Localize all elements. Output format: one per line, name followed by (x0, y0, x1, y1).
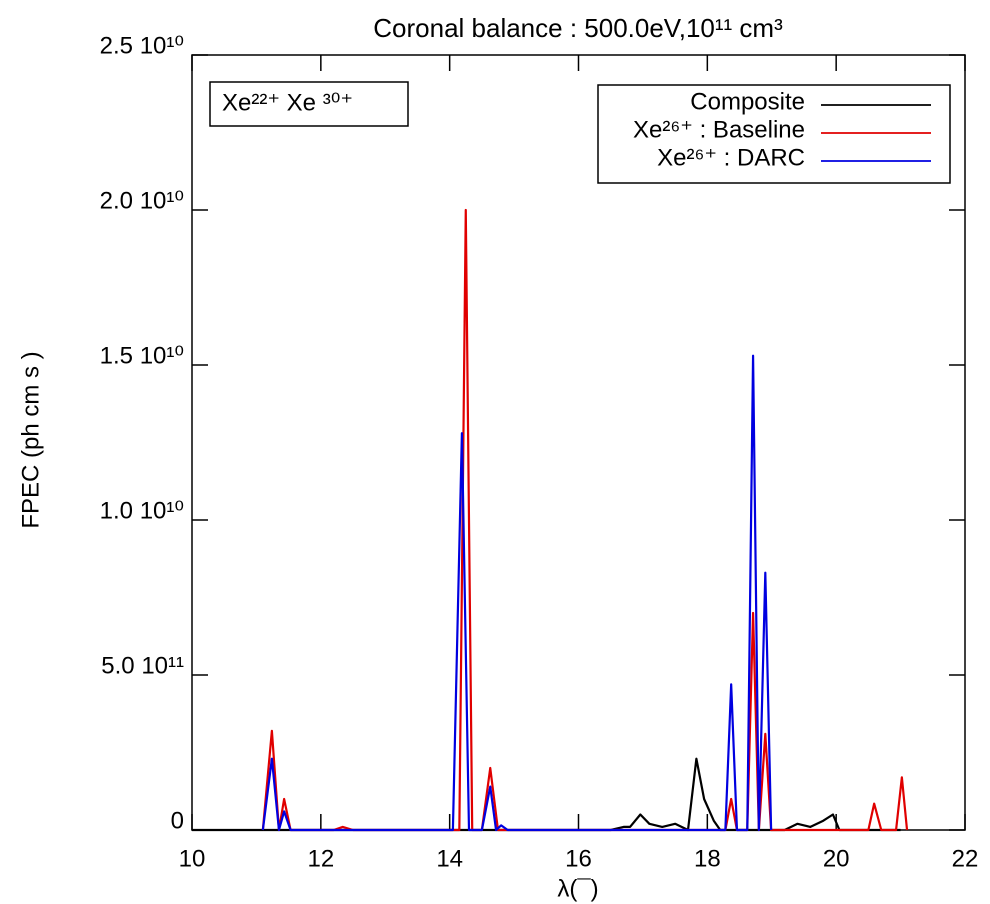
y-axis-label: FPEC (ph cm s ) (17, 351, 44, 528)
x-axis-label: λ(¯) (557, 875, 598, 902)
series-line (261, 354, 773, 832)
series-line (192, 757, 901, 832)
x-tick-label: 20 (823, 845, 850, 872)
legend-label: Xe²⁶⁺ : DARC (657, 144, 805, 171)
y-tick-label: 2.5 10¹⁰ (100, 32, 184, 59)
x-tick-label: 16 (565, 845, 592, 872)
legend-label: Xe²⁶⁺ : Baseline (633, 116, 805, 143)
legend-label: Composite (690, 88, 805, 115)
x-tick-label: 18 (694, 845, 721, 872)
x-tick-label: 14 (436, 845, 463, 872)
x-tick-label: 10 (179, 845, 206, 872)
annotation-box (209, 81, 409, 127)
x-tick-label: 12 (307, 845, 334, 872)
legend-box (597, 84, 951, 184)
y-tick-label: 5.0 10¹¹ (101, 652, 184, 679)
y-tick-label: 1.0 10¹⁰ (100, 497, 184, 524)
x-tick-label: 22 (952, 845, 979, 872)
chart-title: Coronal balance : 500.0eV,10¹¹ cm³ (373, 13, 783, 43)
y-tick-label: 0 (171, 807, 184, 834)
y-tick-label: 2.0 10¹⁰ (100, 187, 184, 214)
y-tick-label: 1.5 10¹⁰ (100, 342, 184, 369)
annotation: Xe²²⁺ Xe ³⁰⁺ (222, 89, 353, 116)
